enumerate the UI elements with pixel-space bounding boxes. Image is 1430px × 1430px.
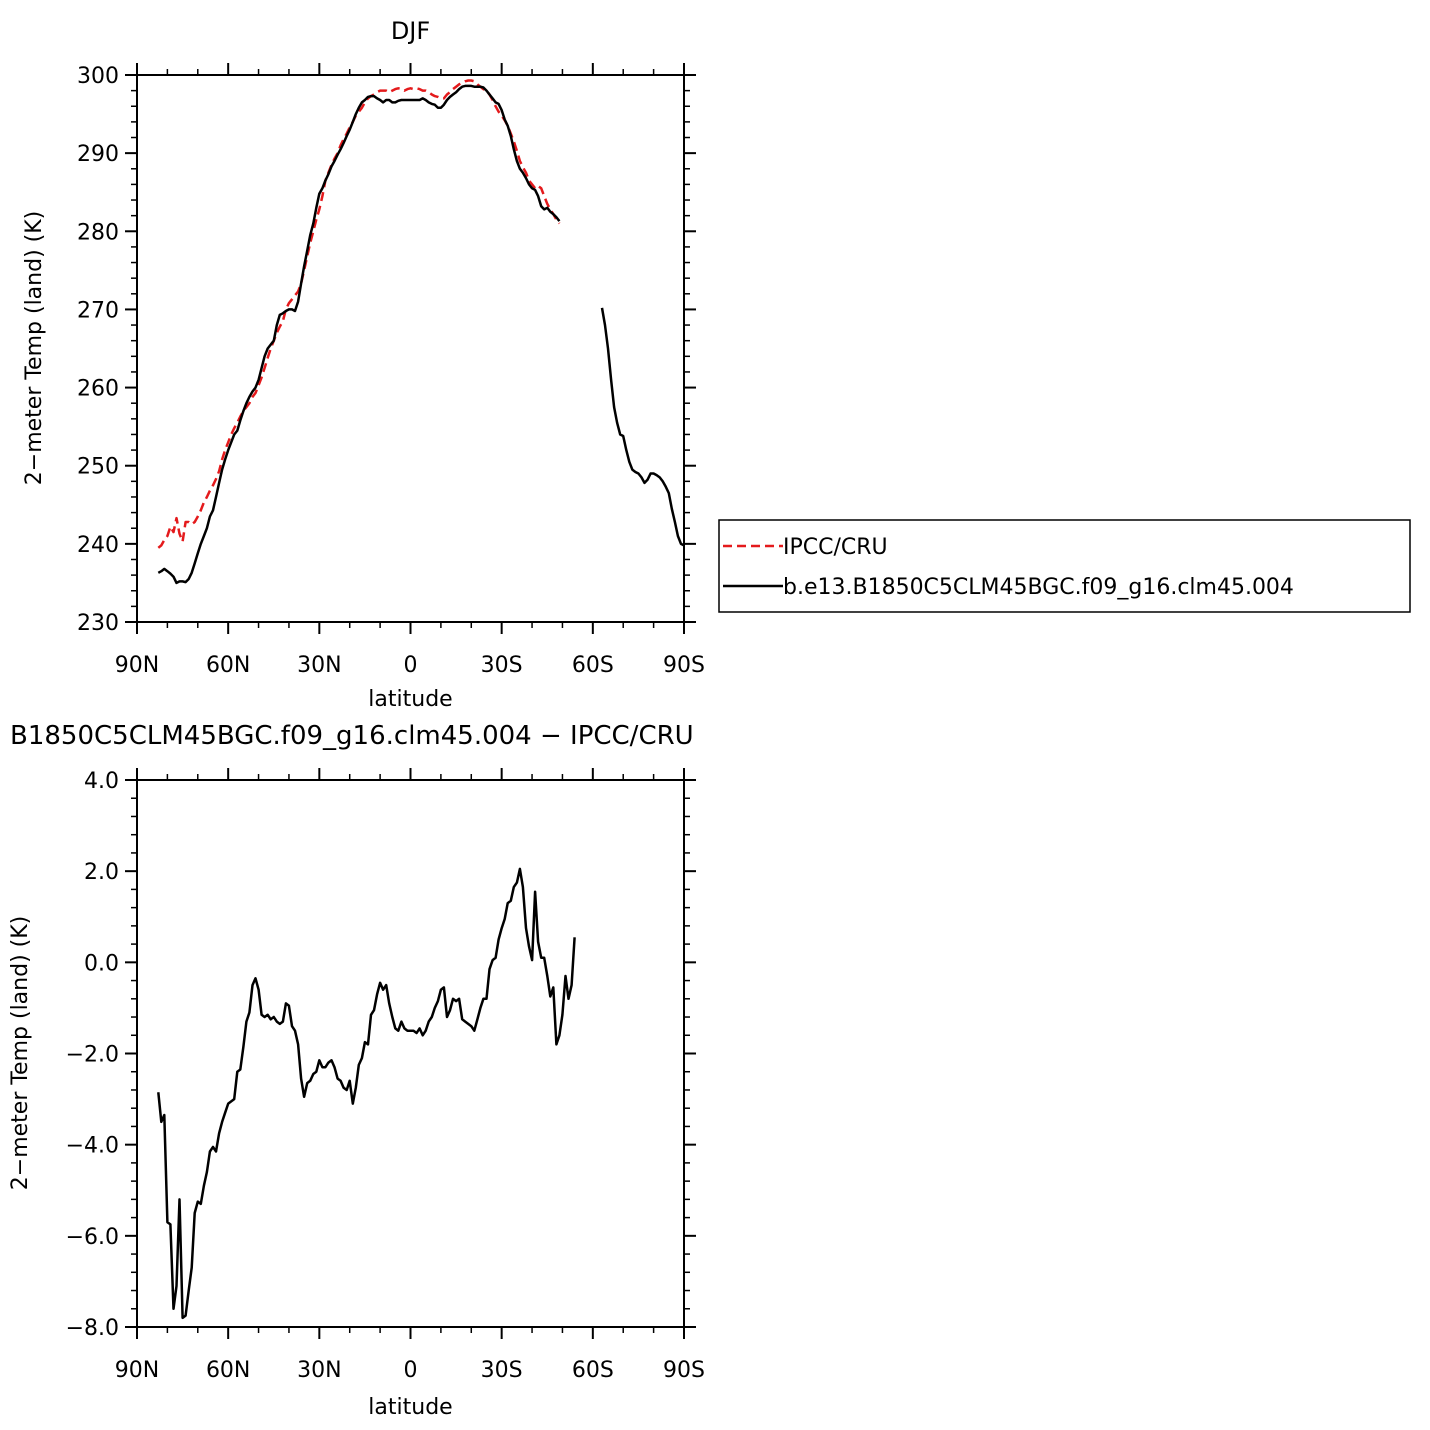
top-panel-y-tick-label: 300: [77, 64, 119, 89]
bottom-panel-plot-lines: [157, 867, 576, 1320]
top-panel-x-tick-label: 60N: [206, 653, 250, 678]
bottom-panel-y-tick-label: 0.0: [84, 951, 119, 976]
top-panel-plot-lines: [157, 79, 685, 585]
legend-label-model: b.e13.B1850C5CLM45BGC.f09_g16.clm45.004: [783, 575, 1294, 600]
top-panel-x-tick-label: 0: [404, 653, 418, 678]
top-panel-x-axis-label: latitude: [368, 687, 452, 712]
bottom-panel-x-tick-label: 30N: [297, 1358, 341, 1383]
bottom-panel-title: B1850C5CLM45BGC.f09_g16.clm45.004 − IPCC…: [10, 721, 694, 751]
bottom-panel-y-tick-label: −6.0: [66, 1225, 119, 1250]
top-panel-y-tick-label: 270: [77, 298, 119, 323]
bottom-panel-x-tick-labels: 90N 60N 30N 0 30S 60S 90S: [115, 1358, 705, 1383]
bottom-panel-x-tick-label: 90N: [115, 1358, 159, 1383]
top-panel: DJF 230 240 250 260 270 280 290 300 90N 60N 30N 0 3…: [22, 17, 705, 712]
bottom-panel-x-tick-label: 30S: [481, 1358, 523, 1383]
bottom-panel-frame: [136, 779, 685, 1328]
bottom-panel-y-tick-label: −8.0: [66, 1316, 119, 1341]
top-panel-y-tick-label: 290: [77, 142, 119, 167]
top-panel-y-tick-label: 250: [77, 455, 119, 480]
bottom-panel-x-tick-label: 0: [404, 1358, 418, 1383]
top-panel-y-tick-label: 230: [77, 611, 119, 636]
bottom-panel-y-axis-label: 2−meter Temp (land) (K): [8, 916, 33, 1190]
top-panel-title: DJF: [391, 17, 430, 45]
top-panel-x-tick-label: 90S: [663, 653, 705, 678]
top-panel-y-tick-label: 260: [77, 377, 119, 402]
top-panel-frame: [136, 74, 685, 623]
top-panel-x-tick-label: 30N: [297, 653, 341, 678]
top-panel-y-axis-label: 2−meter Temp (land) (K): [22, 211, 47, 485]
top-panel-y-tick-label: 280: [77, 220, 119, 245]
bottom-panel-y-tick-label: −4.0: [66, 1134, 119, 1159]
top-panel-series-ipcc-cru-line: [157, 79, 561, 549]
legend-box: [718, 519, 1411, 613]
top-panel-y-tick-labels: 230 240 250 260 270 280 290 300: [77, 64, 119, 636]
top-panel-x-tick-label: 90N: [115, 653, 159, 678]
bottom-panel-y-tick-label: 2.0: [84, 860, 119, 885]
bottom-panel-series-difference-line: [157, 867, 576, 1320]
legend-label-ipcc-cru: IPCC/CRU: [783, 535, 888, 560]
bottom-panel-x-tick-label: 60N: [206, 1358, 250, 1383]
top-panel-y-tick-label: 240: [77, 533, 119, 558]
top-panel-x-tick-label: 30S: [481, 653, 523, 678]
top-panel-ticks: [125, 63, 696, 634]
bottom-panel-y-tick-labels: −8.0 −6.0 −4.0 −2.0 0.0 2.0 4.0: [66, 769, 119, 1341]
legend: IPCC/CRU b.e13.B1850C5CLM45BGC.f09_g16.c…: [718, 519, 1411, 613]
bottom-panel-y-tick-label: 4.0: [84, 769, 119, 794]
bottom-panel-ticks: [125, 768, 696, 1339]
bottom-panel: B1850C5CLM45BGC.f09_g16.clm45.004 − IPCC…: [8, 721, 705, 1420]
bottom-panel-x-tick-label: 90S: [663, 1358, 705, 1383]
top-panel-x-tick-labels: 90N 60N 30N 0 30S 60S 90S: [115, 653, 705, 678]
top-panel-x-tick-label: 60S: [572, 653, 614, 678]
bottom-panel-x-tick-label: 60S: [572, 1358, 614, 1383]
bottom-panel-y-tick-label: −2.0: [66, 1043, 119, 1068]
bottom-panel-x-axis-label: latitude: [368, 1395, 452, 1420]
top-panel-series-b-e13-b1850c5clm45bgc-f09-g16-clm45-004-line: [157, 84, 685, 585]
